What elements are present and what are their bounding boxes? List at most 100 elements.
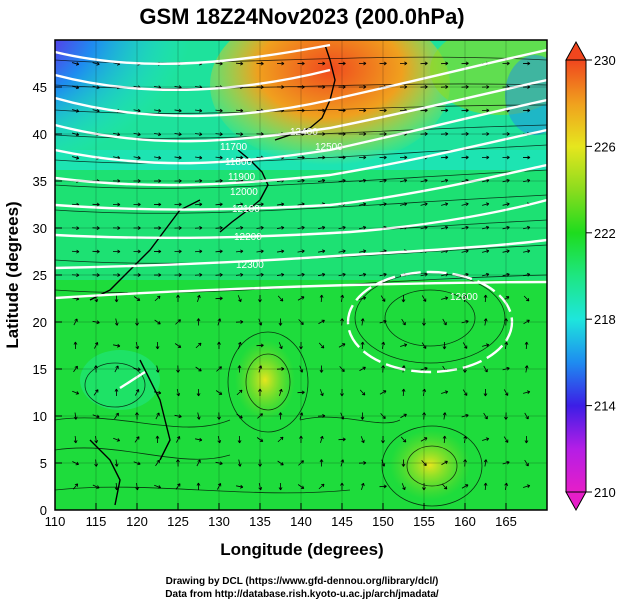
colorbar-tick-label: 230 (594, 53, 616, 68)
wind-vector (401, 483, 406, 491)
wind-vector (400, 343, 408, 347)
wind-vector (154, 484, 162, 489)
x-tick-label: 120 (126, 514, 148, 529)
wind-vector (72, 483, 79, 490)
x-tick-label: 135 (249, 514, 271, 529)
wind-vector (279, 388, 283, 396)
x-tick-label: 130 (208, 514, 230, 529)
wind-vector (358, 61, 367, 66)
x-tick-label: 125 (167, 514, 189, 529)
wind-vector (153, 108, 162, 113)
wind-vector (440, 61, 449, 66)
wind-vector (441, 390, 449, 394)
wind-vector (441, 296, 449, 301)
contour-label: 11700 (220, 142, 248, 153)
wind-vector (113, 437, 121, 442)
wind-vector (195, 342, 202, 349)
wind-vector (399, 155, 408, 160)
wind-vector (441, 202, 449, 207)
wind-vector (482, 437, 490, 441)
wind-vector (483, 482, 488, 491)
map-plot-area: 11700 11800 11900 12000 12100 12200 1230… (55, 40, 547, 510)
wind-vector (522, 108, 531, 113)
wind-vector (440, 108, 449, 113)
wind-vector (114, 294, 119, 303)
wind-vector (235, 484, 244, 489)
y-tick-label: 5 (40, 456, 47, 471)
wind-vector (194, 249, 203, 254)
wind-vector (358, 108, 367, 113)
wind-vector (236, 389, 243, 396)
wind-vector (441, 483, 448, 490)
wind-vector (358, 249, 367, 254)
wind-vector (276, 202, 285, 207)
wind-vector (237, 435, 242, 444)
wind-vector (196, 482, 201, 491)
wind-vector (401, 388, 406, 397)
contour-label: 12200 (234, 232, 262, 243)
wind-vector (72, 61, 80, 66)
wind-vector (194, 202, 203, 207)
wind-vector (360, 341, 365, 350)
x-tick-label: 110 (45, 514, 66, 529)
wind-vector (235, 155, 244, 160)
wind-vector (155, 435, 160, 444)
wind-vector (319, 294, 324, 303)
y-tick-label: 40 (33, 127, 47, 142)
wind-vector (442, 341, 447, 350)
colorbar: 210 214 218 222 226 230 (565, 40, 616, 512)
wind-vector (358, 202, 367, 207)
wind-vector (72, 108, 80, 113)
wind-vector (442, 435, 447, 444)
wind-vector (278, 342, 283, 350)
wind-vector (483, 294, 488, 303)
y-tick-label: 45 (33, 80, 47, 95)
colorbar-tick-label: 226 (594, 139, 616, 154)
wind-vector (153, 390, 162, 395)
wind-vector (112, 343, 121, 348)
wind-vector (400, 436, 407, 443)
wind-vector (522, 155, 531, 160)
x-tick-label: 115 (86, 514, 107, 529)
contour-label: 12000 (230, 187, 258, 198)
wind-vector (196, 388, 201, 397)
wind-vector (359, 296, 367, 300)
wind-vector (481, 108, 490, 113)
wind-vector (401, 294, 406, 303)
wind-vector (400, 202, 408, 207)
colorbar-top-arrow (565, 40, 587, 61)
chart-title: GSM 18Z24Nov2023 (200.0hPa) (139, 4, 464, 29)
colorbar-bottom-arrow (565, 491, 587, 512)
wind-vector (277, 295, 284, 302)
wind-vector (318, 342, 325, 349)
colorbar-scale (565, 59, 587, 493)
colorbar-tick-label: 218 (594, 312, 616, 327)
wind-vector (522, 249, 531, 254)
contour-label: 11800 (225, 157, 253, 168)
wind-vector (155, 341, 160, 350)
y-axis-ticks: 0 5 10 15 20 25 30 35 40 45 (33, 80, 62, 518)
wind-vector (481, 155, 490, 160)
wind-vector (522, 61, 531, 66)
wind-vector (482, 343, 490, 348)
wind-vector (71, 249, 80, 254)
wind-vector (114, 388, 119, 397)
wind-vector (320, 435, 324, 443)
x-tick-label: 150 (372, 514, 394, 529)
y-tick-label: 30 (33, 221, 47, 236)
wind-vector (73, 435, 78, 444)
y-tick-label: 20 (33, 315, 47, 330)
wind-vector (278, 482, 283, 491)
wind-vector (235, 61, 244, 66)
wind-vector (235, 249, 244, 254)
wind-vector (237, 295, 242, 303)
wind-vector (277, 436, 284, 443)
wind-vector (72, 155, 80, 160)
wind-vector (194, 437, 203, 442)
credit-drawing: Drawing by DCL (https://www.gfd-dennou.o… (166, 576, 439, 587)
wind-vector (238, 341, 242, 349)
x-axis-label: Longitude (degrees) (220, 540, 383, 559)
wind-vector (73, 341, 78, 350)
wind-vector (524, 435, 529, 444)
